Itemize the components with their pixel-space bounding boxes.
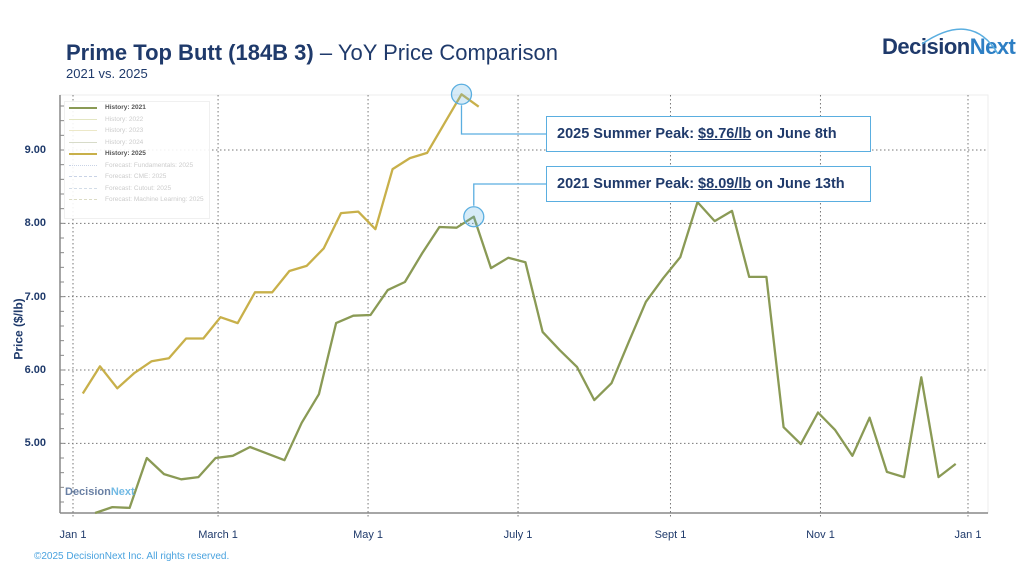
page-subtitle: 2021 vs. 2025 <box>66 66 148 81</box>
y-tick-label: 9.00 <box>24 144 46 156</box>
legend-swatch-icon <box>69 152 97 155</box>
title-product: Prime Top Butt (184B 3) <box>66 40 314 65</box>
x-tick-label: Jan 1 <box>954 529 982 541</box>
decisionnext-logo: DecisionNext <box>882 28 1016 60</box>
legend-item[interactable]: History: 2025 <box>65 148 209 160</box>
x-tick-label: July 1 <box>503 529 533 541</box>
legend-label: Forecast: Fundamentals: 2025 <box>105 161 194 169</box>
x-tick-label: Nov 1 <box>806 529 835 541</box>
annotation-suffix: on June 8th <box>755 126 837 142</box>
legend-label: Forecast: Machine Learning: 2025 <box>105 196 204 204</box>
chart-legend: History: 2021 History: 2022 History: 2023 H… <box>64 101 210 219</box>
legend-item[interactable]: Forecast: CME: 2025 <box>65 171 209 183</box>
logo-arc-icon <box>921 28 999 55</box>
annotation-connector <box>460 105 546 135</box>
legend-item[interactable]: History: 2021 <box>65 102 209 114</box>
legend-item[interactable]: Forecast: Cutout: 2025 <box>65 183 209 195</box>
watermark-text: Decision <box>65 486 111 498</box>
peak-marker-circle <box>463 206 485 228</box>
y-tick-label: 5.00 <box>24 437 46 450</box>
annotation-value: $8.09/lb <box>698 176 752 192</box>
legend-swatch-icon <box>69 130 97 132</box>
legend-swatch-icon <box>69 141 97 143</box>
y-tick-label: 7.00 <box>24 290 46 303</box>
series-line-history-2025 <box>81 93 480 395</box>
x-tick-label: Jan 1 <box>59 529 87 541</box>
legend-item[interactable]: History: 2022 <box>65 114 209 126</box>
annotation-prefix: 2021 Summer Peak: <box>557 176 695 192</box>
legend-label: History: 2025 <box>105 150 146 158</box>
x-tick-label: May 1 <box>353 529 384 541</box>
legend-label: History: 2024 <box>105 138 144 146</box>
legend-swatch-icon <box>69 106 97 109</box>
legend-label: History: 2023 <box>105 127 144 135</box>
y-axis-label: Price ($/lb) <box>11 298 26 360</box>
y-tick-label: 8.00 <box>24 217 46 230</box>
x-tick-label: March 1 <box>198 529 238 541</box>
legend-item[interactable]: Forecast: Machine Learning: 2025 <box>65 194 209 206</box>
peak-marker-circle <box>450 83 473 105</box>
y-tick-label: 6.00 <box>24 364 46 376</box>
annotation-2021-peak: 2021 Summer Peak: $8.09/lb on June 13th <box>546 166 871 202</box>
annotation-suffix: on June 13th <box>755 176 845 192</box>
logo-text: Decision <box>882 34 970 59</box>
legend-label: Forecast: CME: 2025 <box>105 173 167 181</box>
annotation-2025-peak: 2025 Summer Peak: $9.76/lb on June 8th <box>546 116 871 152</box>
annotation-value: $9.76/lb <box>698 126 752 142</box>
watermark-text-accent: Next <box>110 486 135 498</box>
legend-swatch-icon <box>69 118 97 120</box>
legend-item[interactable]: Forecast: Fundamentals: 2025 <box>65 160 209 172</box>
legend-swatch-icon <box>69 199 97 201</box>
legend-label: Forecast: Cutout: 2025 <box>105 184 172 192</box>
watermark-logo: DecisionNext <box>65 486 135 498</box>
title-rest: – YoY Price Comparison <box>313 40 558 65</box>
legend-item[interactable]: History: 2023 <box>65 125 209 137</box>
legend-swatch-icon <box>69 176 97 178</box>
page-title: Prime Top Butt (184B 3) – YoY Price Comp… <box>66 40 558 66</box>
legend-swatch-icon <box>69 164 97 166</box>
annotation-connector <box>473 183 546 206</box>
annotation-prefix: 2025 Summer Peak: <box>557 126 695 142</box>
copyright-text: ©2025 DecisionNext Inc. All rights reser… <box>34 551 230 562</box>
legend-label: History: 2021 <box>105 104 146 112</box>
x-tick-label: Sept 1 <box>654 529 687 541</box>
series-line-history-2021 <box>94 200 957 515</box>
legend-item[interactable]: History: 2024 <box>65 137 209 149</box>
legend-swatch-icon <box>69 187 97 189</box>
legend-label: History: 2022 <box>105 115 144 123</box>
